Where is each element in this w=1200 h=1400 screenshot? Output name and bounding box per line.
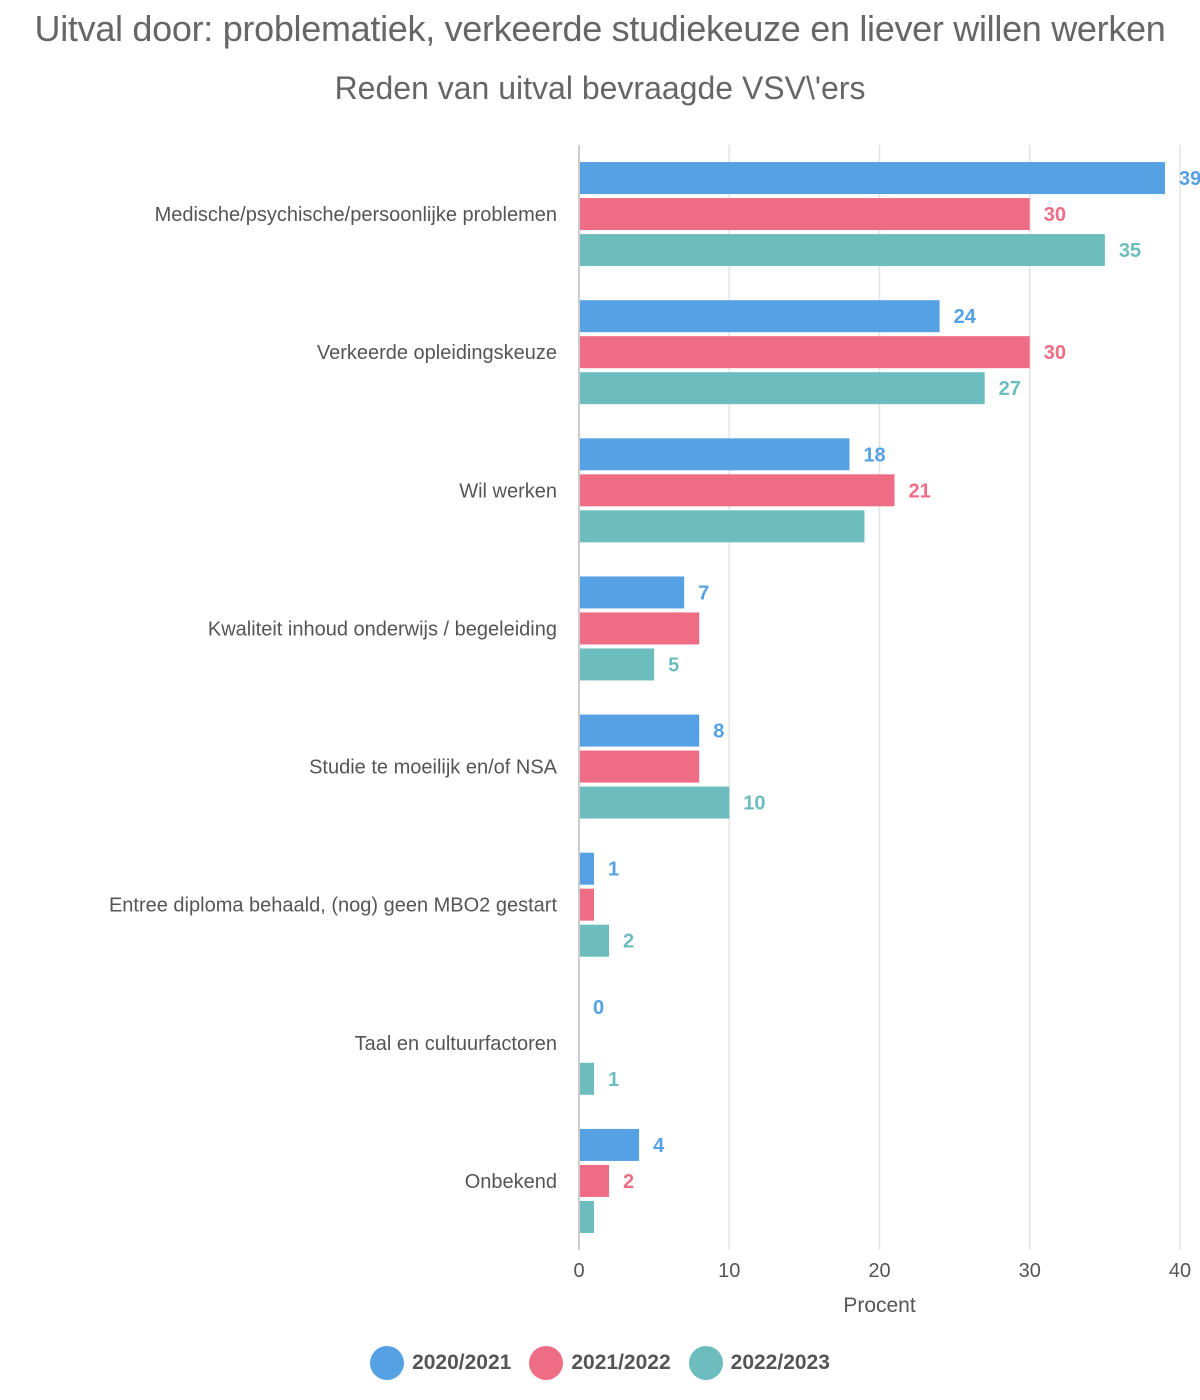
data-label: 0 bbox=[593, 997, 604, 1019]
x-axis-title: Procent bbox=[843, 1294, 916, 1317]
legend-marker-icon bbox=[688, 1346, 723, 1380]
data-label: 21 bbox=[909, 480, 931, 502]
x-tick-label: 30 bbox=[1019, 1260, 1041, 1282]
data-label: 39 bbox=[1179, 168, 1200, 190]
bar-2020-2021 bbox=[580, 576, 685, 609]
data-label: 30 bbox=[1044, 204, 1066, 226]
category-label: Taal en cultuurfactoren bbox=[355, 1033, 557, 1055]
category-label: Verkeerde opleidingskeuze bbox=[317, 342, 557, 364]
bar-2020-2021 bbox=[580, 162, 1165, 195]
data-label: 24 bbox=[954, 306, 977, 328]
data-label: 10 bbox=[743, 793, 765, 815]
data-label: 1 bbox=[608, 859, 619, 881]
data-label: 7 bbox=[698, 582, 709, 604]
bar-2022-2023 bbox=[580, 372, 985, 405]
legend-marker-icon bbox=[370, 1346, 405, 1380]
bar-2020-2021 bbox=[580, 714, 700, 747]
category-label: Wil werken bbox=[459, 480, 557, 502]
chart-subtitle: Reden van uitval bevraagde VSV\'ers bbox=[334, 70, 866, 106]
bar-2021-2022 bbox=[580, 612, 700, 645]
legend-label: 2022/2023 bbox=[730, 1351, 830, 1374]
bar-2022-2023 bbox=[580, 786, 730, 819]
bar-2022-2023 bbox=[580, 234, 1105, 267]
legend-item[interactable]: 2020/2021 bbox=[370, 1346, 511, 1380]
data-label: 27 bbox=[999, 378, 1021, 400]
data-label: 2 bbox=[623, 931, 634, 953]
bar-2022-2023 bbox=[580, 510, 865, 543]
x-tick-label: 40 bbox=[1169, 1260, 1191, 1282]
bar-2021-2022 bbox=[580, 198, 1030, 231]
data-label: 35 bbox=[1119, 240, 1141, 262]
bar-2022-2023 bbox=[580, 924, 610, 957]
bar-2021-2022 bbox=[580, 336, 1030, 369]
bar-2020-2021 bbox=[580, 852, 595, 885]
bar-2020-2021 bbox=[580, 438, 850, 471]
x-tick-label: 0 bbox=[573, 1260, 584, 1282]
legend-label: 2021/2022 bbox=[571, 1351, 671, 1374]
x-tick-label: 10 bbox=[718, 1260, 740, 1282]
category-label: Onbekend bbox=[465, 1171, 557, 1193]
data-label: 2 bbox=[623, 1171, 634, 1193]
legend-item[interactable]: 2022/2023 bbox=[688, 1346, 830, 1380]
data-label: 8 bbox=[713, 721, 724, 743]
legend: 2020/2021 2021/2022 2022/2023 bbox=[0, 1346, 1200, 1380]
data-label: 4 bbox=[653, 1135, 665, 1157]
bar-2021-2022 bbox=[580, 474, 895, 507]
bar-2020-2021 bbox=[580, 1128, 640, 1161]
legend-label: 2020/2021 bbox=[412, 1351, 512, 1374]
bar-2020-2021 bbox=[580, 300, 940, 333]
data-label: 18 bbox=[863, 444, 885, 466]
bar-2021-2022 bbox=[580, 750, 700, 783]
bar-2022-2023 bbox=[580, 1062, 595, 1095]
bar-2021-2022 bbox=[580, 888, 595, 921]
legend-marker-icon bbox=[529, 1346, 564, 1380]
bar-2021-2022 bbox=[580, 1164, 610, 1197]
chart-title: Uitval door: problematiek, verkeerde stu… bbox=[34, 8, 1166, 49]
data-label: 1 bbox=[608, 1069, 619, 1091]
bar-2022-2023 bbox=[580, 648, 655, 681]
category-label: Kwaliteit inhoud onderwijs / begeleiding bbox=[208, 618, 557, 640]
category-label: Medische/psychische/persoonlijke problem… bbox=[155, 204, 557, 226]
data-label: 5 bbox=[668, 654, 679, 676]
x-tick-label: 20 bbox=[868, 1260, 890, 1282]
bar-chart: 0 10 20 30 40ProcentMedische/psychische/pers… bbox=[109, 145, 1200, 1317]
bar-2022-2023 bbox=[580, 1200, 595, 1233]
legend-item[interactable]: 2021/2022 bbox=[529, 1346, 671, 1380]
category-label: Studie te moeilijk en/of NSA bbox=[309, 757, 558, 779]
data-label: 30 bbox=[1044, 342, 1066, 364]
category-label: Entree diploma behaald, (nog) geen MBO2 … bbox=[109, 895, 557, 917]
